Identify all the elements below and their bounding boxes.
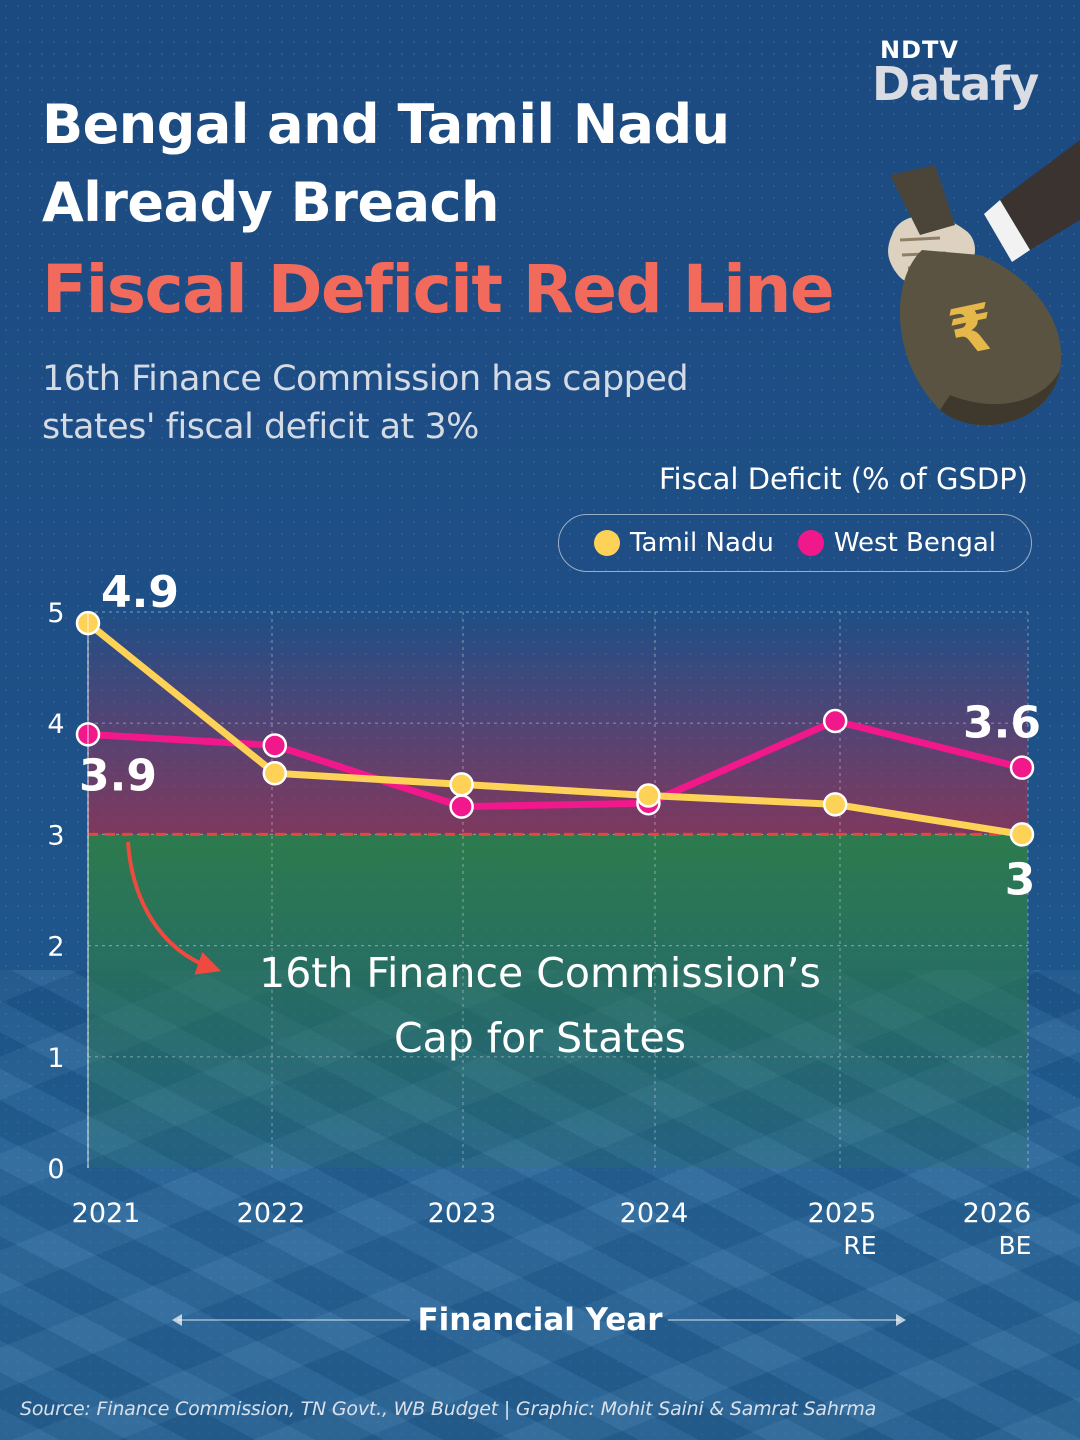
x-tick-label: 2024	[620, 1198, 689, 1229]
series-line-tamil-nadu	[84, 619, 1026, 838]
data-label: 3.9	[79, 750, 157, 801]
data-label: 3.6	[963, 698, 1041, 749]
money-bag-icon: ₹	[888, 140, 1080, 426]
x-tick-label: 2021	[72, 1198, 141, 1229]
y-tick-label: 4	[47, 709, 64, 740]
legend-swatch-west-bengal	[797, 530, 824, 556]
x-tick-label: 2025	[808, 1198, 877, 1229]
data-point-tamil-nadu	[262, 760, 288, 786]
source-credit: Source: Finance Commission, TN Govt., WB…	[20, 1398, 877, 1420]
data-point-tamil-nadu	[822, 792, 848, 817]
subtitle-line-2: states' fiscal deficit at 3%	[42, 407, 479, 447]
data-point-tamil-nadu	[636, 783, 661, 808]
subtitle-line-1: 16th Finance Commission has capped	[42, 359, 689, 399]
headline-line-1: Bengal and Tamil Nadu	[42, 93, 730, 156]
subtitle: 16th Finance Commission has capped state…	[42, 355, 802, 451]
x-tick-label: 2026	[963, 1198, 1032, 1229]
x-tick-sublabel: BE	[999, 1231, 1032, 1260]
x-tick-label: 2022	[237, 1198, 306, 1229]
data-point-west-bengal	[822, 708, 848, 734]
legend-item-tamil-nadu: Tamil Nadu	[593, 528, 774, 558]
y-tick-label: 1	[47, 1043, 64, 1074]
chart-title: Fiscal Deficit (% of GSDP)	[658, 462, 1028, 496]
data-label: 3	[1005, 854, 1036, 905]
legend-item-west-bengal: West Bengal	[797, 528, 997, 558]
above-cap-zone	[88, 612, 1028, 835]
data-point-west-bengal	[1009, 755, 1035, 780]
data-label: 4.9	[101, 567, 179, 618]
y-tick-label: 0	[47, 1154, 64, 1185]
headline-highlight: Fiscal Deficit Red Line	[42, 251, 835, 328]
x-tick-label: 2023	[428, 1198, 497, 1229]
y-tick-label: 2	[47, 932, 64, 963]
data-point-tamil-nadu	[449, 772, 474, 797]
x-axis-title: Financial Year	[417, 1302, 663, 1338]
chart-legend: Tamil Nadu West Bengal	[558, 514, 1032, 572]
annotation-arrow	[126, 841, 222, 975]
brand-ndtv: NDTV	[880, 36, 959, 64]
data-point-tamil-nadu	[1009, 822, 1035, 847]
x-tick-sublabel: RE	[843, 1231, 876, 1260]
series-line-west-bengal	[84, 717, 1026, 811]
legend-swatch-tamil-nadu	[593, 530, 620, 556]
below-cap-zone	[88, 834, 1028, 1168]
x-axis-arrowhead-right	[896, 1314, 906, 1326]
legend-label-tamil-nadu: Tamil Nadu	[629, 528, 774, 558]
data-point-west-bengal	[262, 733, 288, 758]
annotation-line-2: Cap for States	[394, 1014, 686, 1062]
legend-label-west-bengal: West Bengal	[833, 528, 997, 558]
headline: Bengal and Tamil Nadu Already Breach Fis…	[42, 86, 882, 338]
brand-datafy: Datafy	[872, 57, 1039, 111]
annotation-line-1: 16th Finance Commission’s	[259, 949, 821, 997]
data-point-west-bengal	[449, 794, 474, 819]
y-tick-label: 5	[47, 598, 64, 629]
x-axis-arrowhead-left	[172, 1314, 182, 1326]
headline-line-2: Already Breach	[42, 171, 499, 234]
y-tick-label: 3	[47, 820, 64, 851]
brand-logo: NDTV Datafy	[872, 36, 1052, 111]
